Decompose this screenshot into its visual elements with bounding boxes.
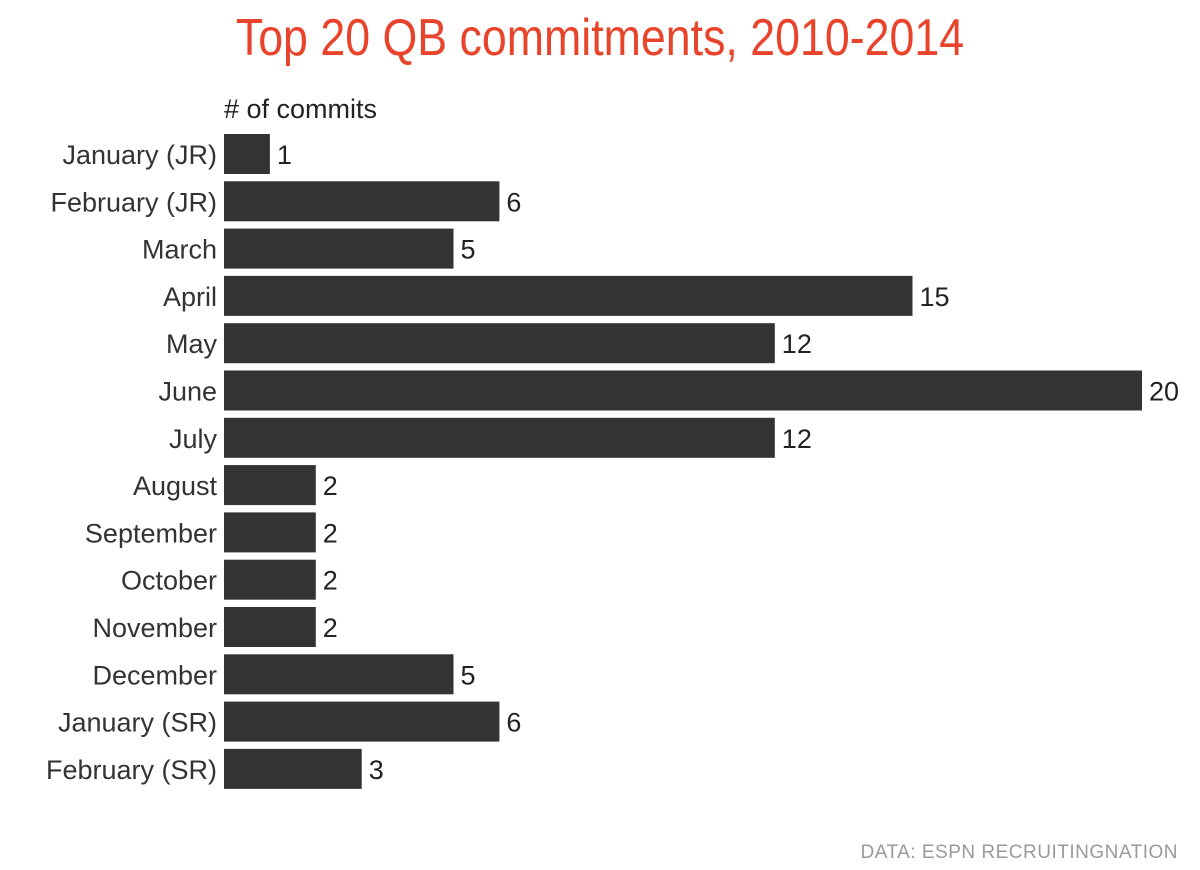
bar-january-sr	[224, 701, 500, 742]
value-label: 2	[323, 566, 338, 596]
category-label: May	[166, 329, 218, 359]
category-label: June	[158, 377, 217, 407]
category-label: September	[85, 518, 217, 548]
value-label: 1	[277, 140, 292, 170]
value-label: 2	[323, 518, 338, 548]
category-label: October	[121, 566, 217, 596]
value-label: 12	[782, 424, 812, 454]
bar-may	[224, 323, 775, 364]
bar-october	[224, 559, 316, 600]
category-label: February (JR)	[50, 187, 217, 217]
category-label: April	[163, 282, 217, 312]
bar-march	[224, 228, 454, 269]
category-label: November	[92, 613, 217, 643]
category-label: February (SR)	[46, 755, 217, 785]
bar-february-sr	[224, 748, 362, 789]
category-label: January (SR)	[58, 708, 217, 738]
category-label: August	[133, 471, 218, 501]
value-label: 2	[323, 613, 338, 643]
source-note: DATA: ESPN RECRUITINGNATION	[860, 842, 1178, 863]
category-label: January (JR)	[62, 140, 217, 170]
value-label: 6	[506, 708, 521, 738]
value-label: 20	[1149, 377, 1179, 407]
value-label: 5	[461, 235, 476, 265]
category-label: March	[142, 235, 217, 265]
x-axis-label: # of commits	[224, 94, 377, 124]
value-label: 5	[461, 660, 476, 690]
bar-june	[224, 370, 1142, 411]
value-label: 3	[369, 755, 384, 785]
bar-december	[224, 654, 454, 695]
bar-september	[224, 512, 316, 553]
value-label: 2	[323, 471, 338, 501]
value-label: 6	[506, 187, 521, 217]
chart-title: Top 20 QB commitments, 2010-2014	[235, 9, 965, 67]
bar-august	[224, 465, 316, 506]
bars-group: January (JR) 1 February (JR) 6 March 5 April 15…	[46, 134, 1179, 789]
bar-february-jr	[224, 181, 500, 222]
value-label: 12	[782, 329, 812, 359]
category-label: December	[92, 660, 217, 690]
value-label: 15	[920, 282, 950, 312]
category-label: July	[169, 424, 218, 454]
bar-november	[224, 607, 316, 647]
bar-april	[224, 275, 913, 316]
bar-january-jr	[224, 134, 270, 174]
bar-july	[224, 417, 775, 458]
